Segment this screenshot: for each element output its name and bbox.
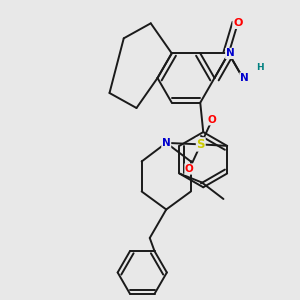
Text: O: O <box>208 115 217 125</box>
Text: O: O <box>185 164 194 174</box>
Text: N: N <box>226 48 235 59</box>
Text: N: N <box>240 73 249 83</box>
Text: N: N <box>162 138 171 148</box>
Text: S: S <box>196 138 205 151</box>
Text: O: O <box>233 18 242 28</box>
Text: H: H <box>256 63 264 72</box>
